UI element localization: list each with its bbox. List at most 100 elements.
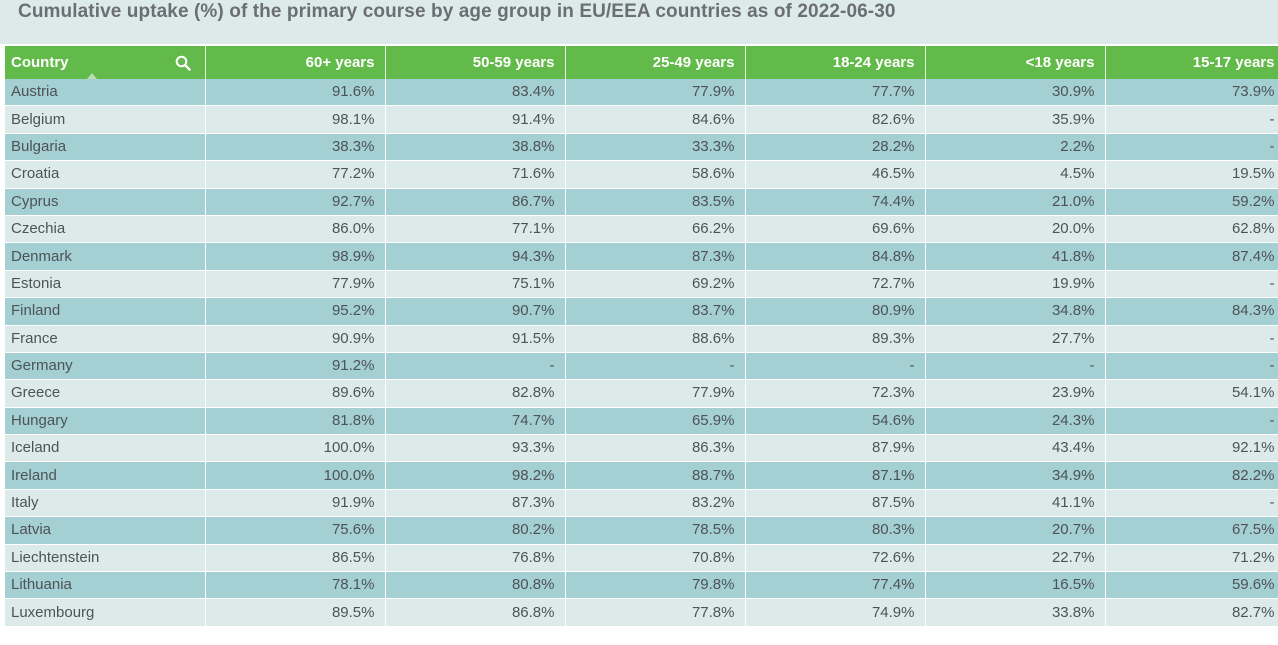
value-cell: 74.7% bbox=[385, 407, 566, 435]
table-row: Lithuania 78.1% 80.8% 79.8% 77.4% 16.5% 59.6% bbox=[5, 571, 1278, 599]
value-cell: 77.2% bbox=[205, 160, 386, 189]
country-cell: Finland bbox=[5, 297, 206, 326]
country-cell: Lithuania bbox=[5, 571, 206, 599]
country-cell: Denmark bbox=[5, 242, 206, 271]
column-header[interactable]: 50-59 years bbox=[385, 46, 566, 79]
value-cell: 87.9% bbox=[745, 434, 926, 462]
value-cell: 93.3% bbox=[385, 434, 566, 462]
table-body: Austria 91.6% 83.4% 77.9% 77.7% 30.9% 73.9% Bel… bbox=[5, 79, 1278, 627]
value-cell: 91.4% bbox=[385, 105, 566, 134]
value-cell: 77.9% bbox=[205, 270, 386, 298]
column-header[interactable]: 18-24 years bbox=[745, 46, 926, 79]
country-cell: Croatia bbox=[5, 160, 206, 189]
value-cell: 34.8% bbox=[925, 297, 1106, 326]
value-cell: 80.9% bbox=[745, 297, 926, 326]
value-cell: 83.5% bbox=[565, 188, 746, 216]
value-cell: - bbox=[1105, 105, 1278, 134]
value-cell: 73.9% bbox=[1105, 79, 1278, 106]
table-row: Greece 89.6% 82.8% 77.9% 72.3% 23.9% 54.1% bbox=[5, 379, 1278, 408]
column-header[interactable]: 15-17 years bbox=[1105, 46, 1278, 79]
value-cell: 100.0% bbox=[205, 461, 386, 490]
table-row: Czechia 86.0% 77.1% 66.2% 69.6% 20.0% 62.8% bbox=[5, 215, 1278, 243]
table-row: Bulgaria 38.3% 38.8% 33.3% 28.2% 2.2% - bbox=[5, 133, 1278, 161]
search-icon[interactable] bbox=[175, 55, 191, 71]
value-cell: - bbox=[925, 352, 1106, 380]
country-cell: Cyprus bbox=[5, 188, 206, 216]
column-header[interactable]: 25-49 years bbox=[565, 46, 746, 79]
table-header-row: Country 60+ years 50-59 years 25-49 years 18… bbox=[5, 46, 1278, 79]
value-cell: 16.5% bbox=[925, 571, 1106, 599]
value-cell: 59.6% bbox=[1105, 571, 1278, 599]
value-cell: 80.2% bbox=[385, 516, 566, 545]
value-cell: 91.6% bbox=[205, 79, 386, 106]
table-row: Germany 91.2% - - - - - bbox=[5, 352, 1278, 380]
value-cell: 79.8% bbox=[565, 571, 746, 599]
value-cell: 75.1% bbox=[385, 270, 566, 298]
value-cell: 86.3% bbox=[565, 434, 746, 462]
value-cell: 67.5% bbox=[1105, 516, 1278, 545]
country-cell: Czechia bbox=[5, 215, 206, 243]
value-cell: 19.9% bbox=[925, 270, 1106, 298]
value-cell: 87.5% bbox=[745, 489, 926, 517]
table-row: Finland 95.2% 90.7% 83.7% 80.9% 34.8% 84.3% bbox=[5, 297, 1278, 326]
value-cell: 62.8% bbox=[1105, 215, 1278, 243]
value-cell: 30.9% bbox=[925, 79, 1106, 106]
value-cell: 84.8% bbox=[745, 242, 926, 271]
value-cell: 27.7% bbox=[925, 325, 1106, 353]
table-row: Cyprus 92.7% 86.7% 83.5% 74.4% 21.0% 59.2% bbox=[5, 188, 1278, 216]
value-cell: 33.3% bbox=[565, 133, 746, 161]
table-row: Austria 91.6% 83.4% 77.9% 77.7% 30.9% 73.9% bbox=[5, 79, 1278, 106]
value-cell: 74.4% bbox=[745, 188, 926, 216]
country-cell: Luxembourg bbox=[5, 598, 206, 627]
value-cell: 91.5% bbox=[385, 325, 566, 353]
value-cell: 65.9% bbox=[565, 407, 746, 435]
value-cell: 77.9% bbox=[565, 79, 746, 106]
country-cell: Ireland bbox=[5, 461, 206, 490]
country-cell: Greece bbox=[5, 379, 206, 408]
value-cell: 86.8% bbox=[385, 598, 566, 627]
column-header[interactable]: <18 years bbox=[925, 46, 1106, 79]
value-cell: 34.9% bbox=[925, 461, 1106, 490]
value-cell: 91.9% bbox=[205, 489, 386, 517]
value-cell: 77.8% bbox=[565, 598, 746, 627]
value-cell: 86.7% bbox=[385, 188, 566, 216]
value-cell: 90.7% bbox=[385, 297, 566, 326]
value-cell: 71.2% bbox=[1105, 544, 1278, 572]
table-row: Italy 91.9% 87.3% 83.2% 87.5% 41.1% - bbox=[5, 489, 1278, 517]
value-cell: 38.3% bbox=[205, 133, 386, 161]
value-cell: 70.8% bbox=[565, 544, 746, 572]
value-cell: 82.8% bbox=[385, 379, 566, 408]
table-row: Croatia 77.2% 71.6% 58.6% 46.5% 4.5% 19.5% bbox=[5, 160, 1278, 189]
value-cell: 72.6% bbox=[745, 544, 926, 572]
value-cell: 2.2% bbox=[925, 133, 1106, 161]
value-cell: 78.5% bbox=[565, 516, 746, 545]
value-cell: 22.7% bbox=[925, 544, 1106, 572]
value-cell: 92.7% bbox=[205, 188, 386, 216]
value-cell: 28.2% bbox=[745, 133, 926, 161]
value-cell: 77.7% bbox=[745, 79, 926, 106]
table-row: Latvia 75.6% 80.2% 78.5% 80.3% 20.7% 67.5% bbox=[5, 516, 1278, 545]
value-cell: 92.1% bbox=[1105, 434, 1278, 462]
column-header-country[interactable]: Country bbox=[5, 46, 206, 79]
table-row: Hungary 81.8% 74.7% 65.9% 54.6% 24.3% - bbox=[5, 407, 1278, 435]
value-cell: 43.4% bbox=[925, 434, 1106, 462]
value-cell: 54.1% bbox=[1105, 379, 1278, 408]
value-cell: 20.7% bbox=[925, 516, 1106, 545]
table-row: Ireland 100.0% 98.2% 88.7% 87.1% 34.9% 82.2% bbox=[5, 461, 1278, 490]
value-cell: 24.3% bbox=[925, 407, 1106, 435]
value-cell: 83.2% bbox=[565, 489, 746, 517]
country-cell: Bulgaria bbox=[5, 133, 206, 161]
value-cell: 80.3% bbox=[745, 516, 926, 545]
value-cell: 19.5% bbox=[1105, 160, 1278, 189]
value-cell: 88.7% bbox=[565, 461, 746, 490]
value-cell: 41.1% bbox=[925, 489, 1106, 517]
value-cell: - bbox=[385, 352, 566, 380]
table-row: Iceland 100.0% 93.3% 86.3% 87.9% 43.4% 92.1% bbox=[5, 434, 1278, 462]
value-cell: 98.2% bbox=[385, 461, 566, 490]
value-cell: 80.8% bbox=[385, 571, 566, 599]
value-cell: 84.3% bbox=[1105, 297, 1278, 326]
value-cell: 81.8% bbox=[205, 407, 386, 435]
country-cell: Italy bbox=[5, 489, 206, 517]
column-header[interactable]: 60+ years bbox=[205, 46, 386, 79]
